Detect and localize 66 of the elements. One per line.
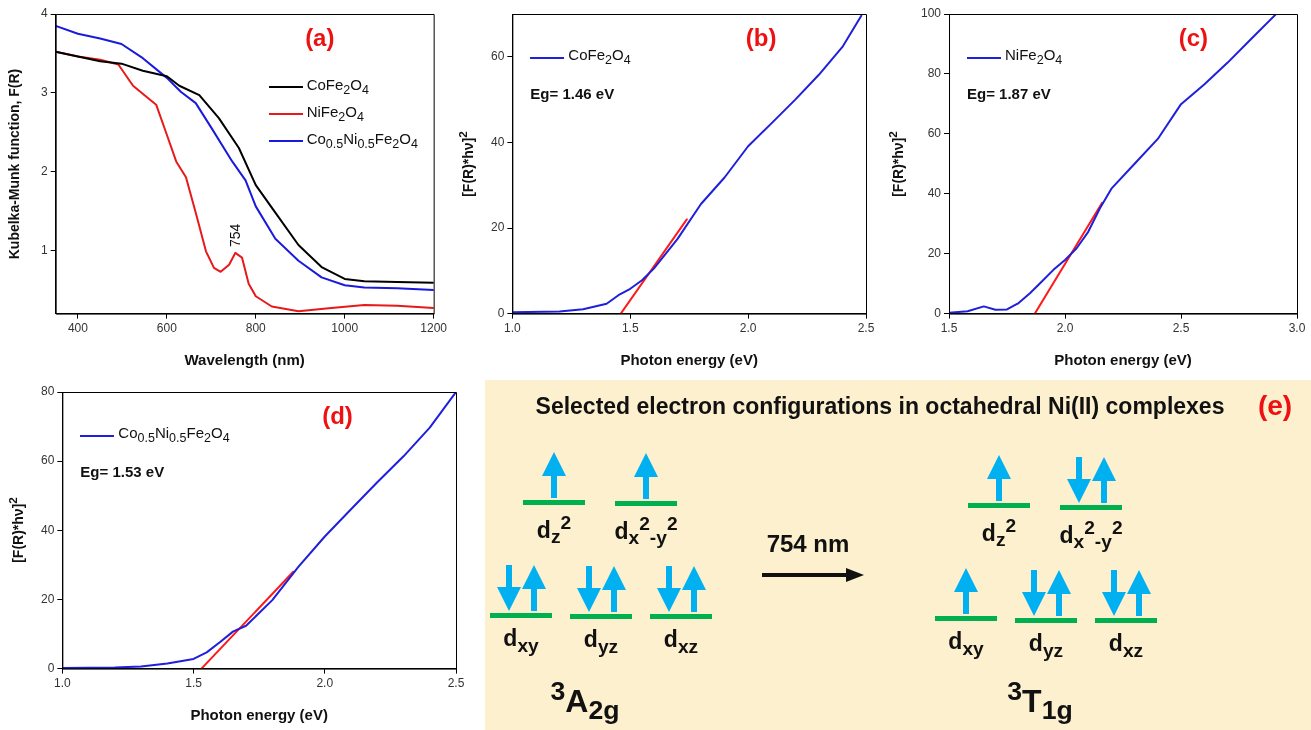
x-tick-label: 1200 <box>420 321 448 336</box>
y-tick-label: 80 <box>40 384 55 399</box>
x-tick-label: 2.5 <box>1172 321 1190 336</box>
y-tick-label: 40 <box>490 134 505 149</box>
text: d$_{xy}$ <box>503 625 539 657</box>
x-tick-label: 1.0 <box>54 676 72 691</box>
y-tick-label: 60 <box>40 453 55 468</box>
legend-label: CoFe$_{2}$O$_{4}$ <box>306 74 369 99</box>
y-tick-label: 40 <box>927 186 942 201</box>
y-tick-label: 100 <box>920 6 942 21</box>
text: d$_{xy}$ <box>948 628 984 660</box>
x-tick-label: 1.5 <box>621 321 639 336</box>
text: (e) <box>1257 390 1293 422</box>
text: d$_{xz}$ <box>1108 630 1144 662</box>
x-tick-label: 400 <box>67 321 89 336</box>
x-axis-title: Wavelength (nm) <box>184 351 305 368</box>
y-tick-label: 20 <box>927 245 942 260</box>
y-tick-label: 0 <box>934 305 942 320</box>
chart-title: (d) <box>322 402 353 430</box>
text: 754 nm <box>766 530 850 558</box>
x-tick-label: 2.5 <box>447 676 465 691</box>
y-tick-label: 4 <box>40 6 48 21</box>
y-tick-label: 0 <box>497 305 505 320</box>
annotation: Eg= 1.87 eV <box>967 84 1052 104</box>
text: Selected electron configurations in octahedral Ni(II) complexes <box>535 393 1225 419</box>
x-tick-label: 2.0 <box>316 676 334 691</box>
x-tick-label: 1.5 <box>185 676 203 691</box>
legend-label: Co$_{0.5}$Ni$_{0.5}$Fe$_{2}$O$_{4}$ <box>118 423 230 447</box>
x-tick-label: 1000 <box>331 321 359 336</box>
y-tick-label: 20 <box>490 220 505 235</box>
y-tick-label: 1 <box>40 242 48 257</box>
text: $^{3}$T$_{1g}$ <box>1007 676 1073 727</box>
text: d$_{yz}$ <box>583 626 619 658</box>
y-tick-label: 3 <box>40 85 48 100</box>
y-tick-label: 60 <box>927 126 942 141</box>
y-tick-label: 80 <box>927 66 942 81</box>
y-tick-label: 20 <box>40 591 55 606</box>
x-tick-label: 600 <box>156 321 178 336</box>
legend-label: Co$_{0.5}$Ni$_{0.5}$Fe$_{2}$O$_{4}$ <box>306 128 418 153</box>
chart-title: (a) <box>305 24 335 52</box>
y-tick-label: 0 <box>47 660 55 675</box>
chart-title: (c) <box>1178 24 1209 52</box>
legend-label: CoFe$_{2}$O$_{4}$ <box>568 45 631 69</box>
annotation: Eg= 1.46 eV <box>530 84 616 104</box>
legend-label: NiFe$_{2}$O$_{4}$ <box>306 101 364 126</box>
x-axis-title: Photon energy (eV) <box>620 351 758 368</box>
text: d$_{xz}$ <box>663 626 699 658</box>
x-tick-label: 3.0 <box>1288 321 1306 336</box>
x-tick-label: 1.0 <box>504 321 522 336</box>
x-tick-label: 800 <box>245 321 267 336</box>
x-tick-label: 2.0 <box>739 321 757 336</box>
x-axis-title: Photon energy (eV) <box>190 706 328 723</box>
x-tick-label: 1.5 <box>940 321 958 336</box>
text: d$_{yz}$ <box>1028 630 1064 662</box>
annotation: Eg= 1.53 eV <box>80 462 166 482</box>
legend-label: NiFe$_{2}$O$_{4}$ <box>1005 45 1063 69</box>
chart-title: (b) <box>745 24 777 52</box>
annotation: 754 <box>227 223 244 247</box>
x-axis-title: Photon energy (eV) <box>1054 351 1192 368</box>
text: $^{3}$A$_{2g}$ <box>550 676 620 727</box>
y-tick-label: 40 <box>40 522 55 537</box>
x-tick-label: 2.0 <box>1056 321 1074 336</box>
y-tick-label: 2 <box>40 164 48 178</box>
y-axis-title: Kubelka-Munk function, F(R) <box>6 68 22 260</box>
x-tick-label: 2.5 <box>857 321 875 336</box>
y-tick-label: 60 <box>490 49 505 64</box>
